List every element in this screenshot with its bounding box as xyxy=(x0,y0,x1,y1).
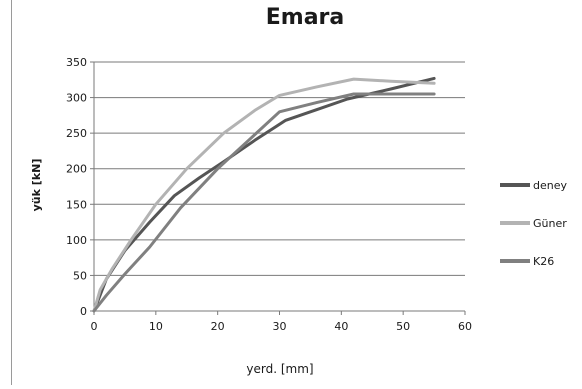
y-tick-label: 200 xyxy=(66,163,87,176)
x-tick-label: 50 xyxy=(396,320,410,333)
y-axis-label: yük [kN] xyxy=(30,159,43,212)
y-tick-label: 0 xyxy=(80,305,87,318)
series-line-k26 xyxy=(92,92,436,313)
y-tick-label: 150 xyxy=(66,198,87,211)
y-tick-label: 350 xyxy=(66,56,87,69)
x-tick-label: 60 xyxy=(458,320,472,333)
y-tick-label: 100 xyxy=(66,234,87,247)
x-tick-label: 10 xyxy=(149,320,163,333)
x-tick-label: 20 xyxy=(211,320,225,333)
x-tick-label: 30 xyxy=(273,320,287,333)
legend: deney Güner K26 xyxy=(500,179,567,268)
legend-label-k26: K26 xyxy=(533,255,554,268)
legend-label-deney: deney xyxy=(533,179,567,192)
y-tick-label: 250 xyxy=(66,127,87,140)
chart-title: Emara xyxy=(266,5,345,30)
series-lines xyxy=(92,76,436,313)
x-axis-label: yerd. [mm] xyxy=(246,362,313,376)
series-line-g-ner xyxy=(92,77,436,313)
y-tick-label: 50 xyxy=(73,269,87,282)
axes: 0 50 100 150 200 250 300 350 0 10 20 30 40 50 60 xyxy=(66,56,472,333)
series-line-deney xyxy=(92,76,436,313)
y-tick-label: 300 xyxy=(66,92,87,105)
legend-label-g-ner: Güner xyxy=(533,217,567,230)
panel-border xyxy=(11,0,12,385)
x-tick-label: 40 xyxy=(334,320,348,333)
x-tick-label: 0 xyxy=(91,320,98,333)
